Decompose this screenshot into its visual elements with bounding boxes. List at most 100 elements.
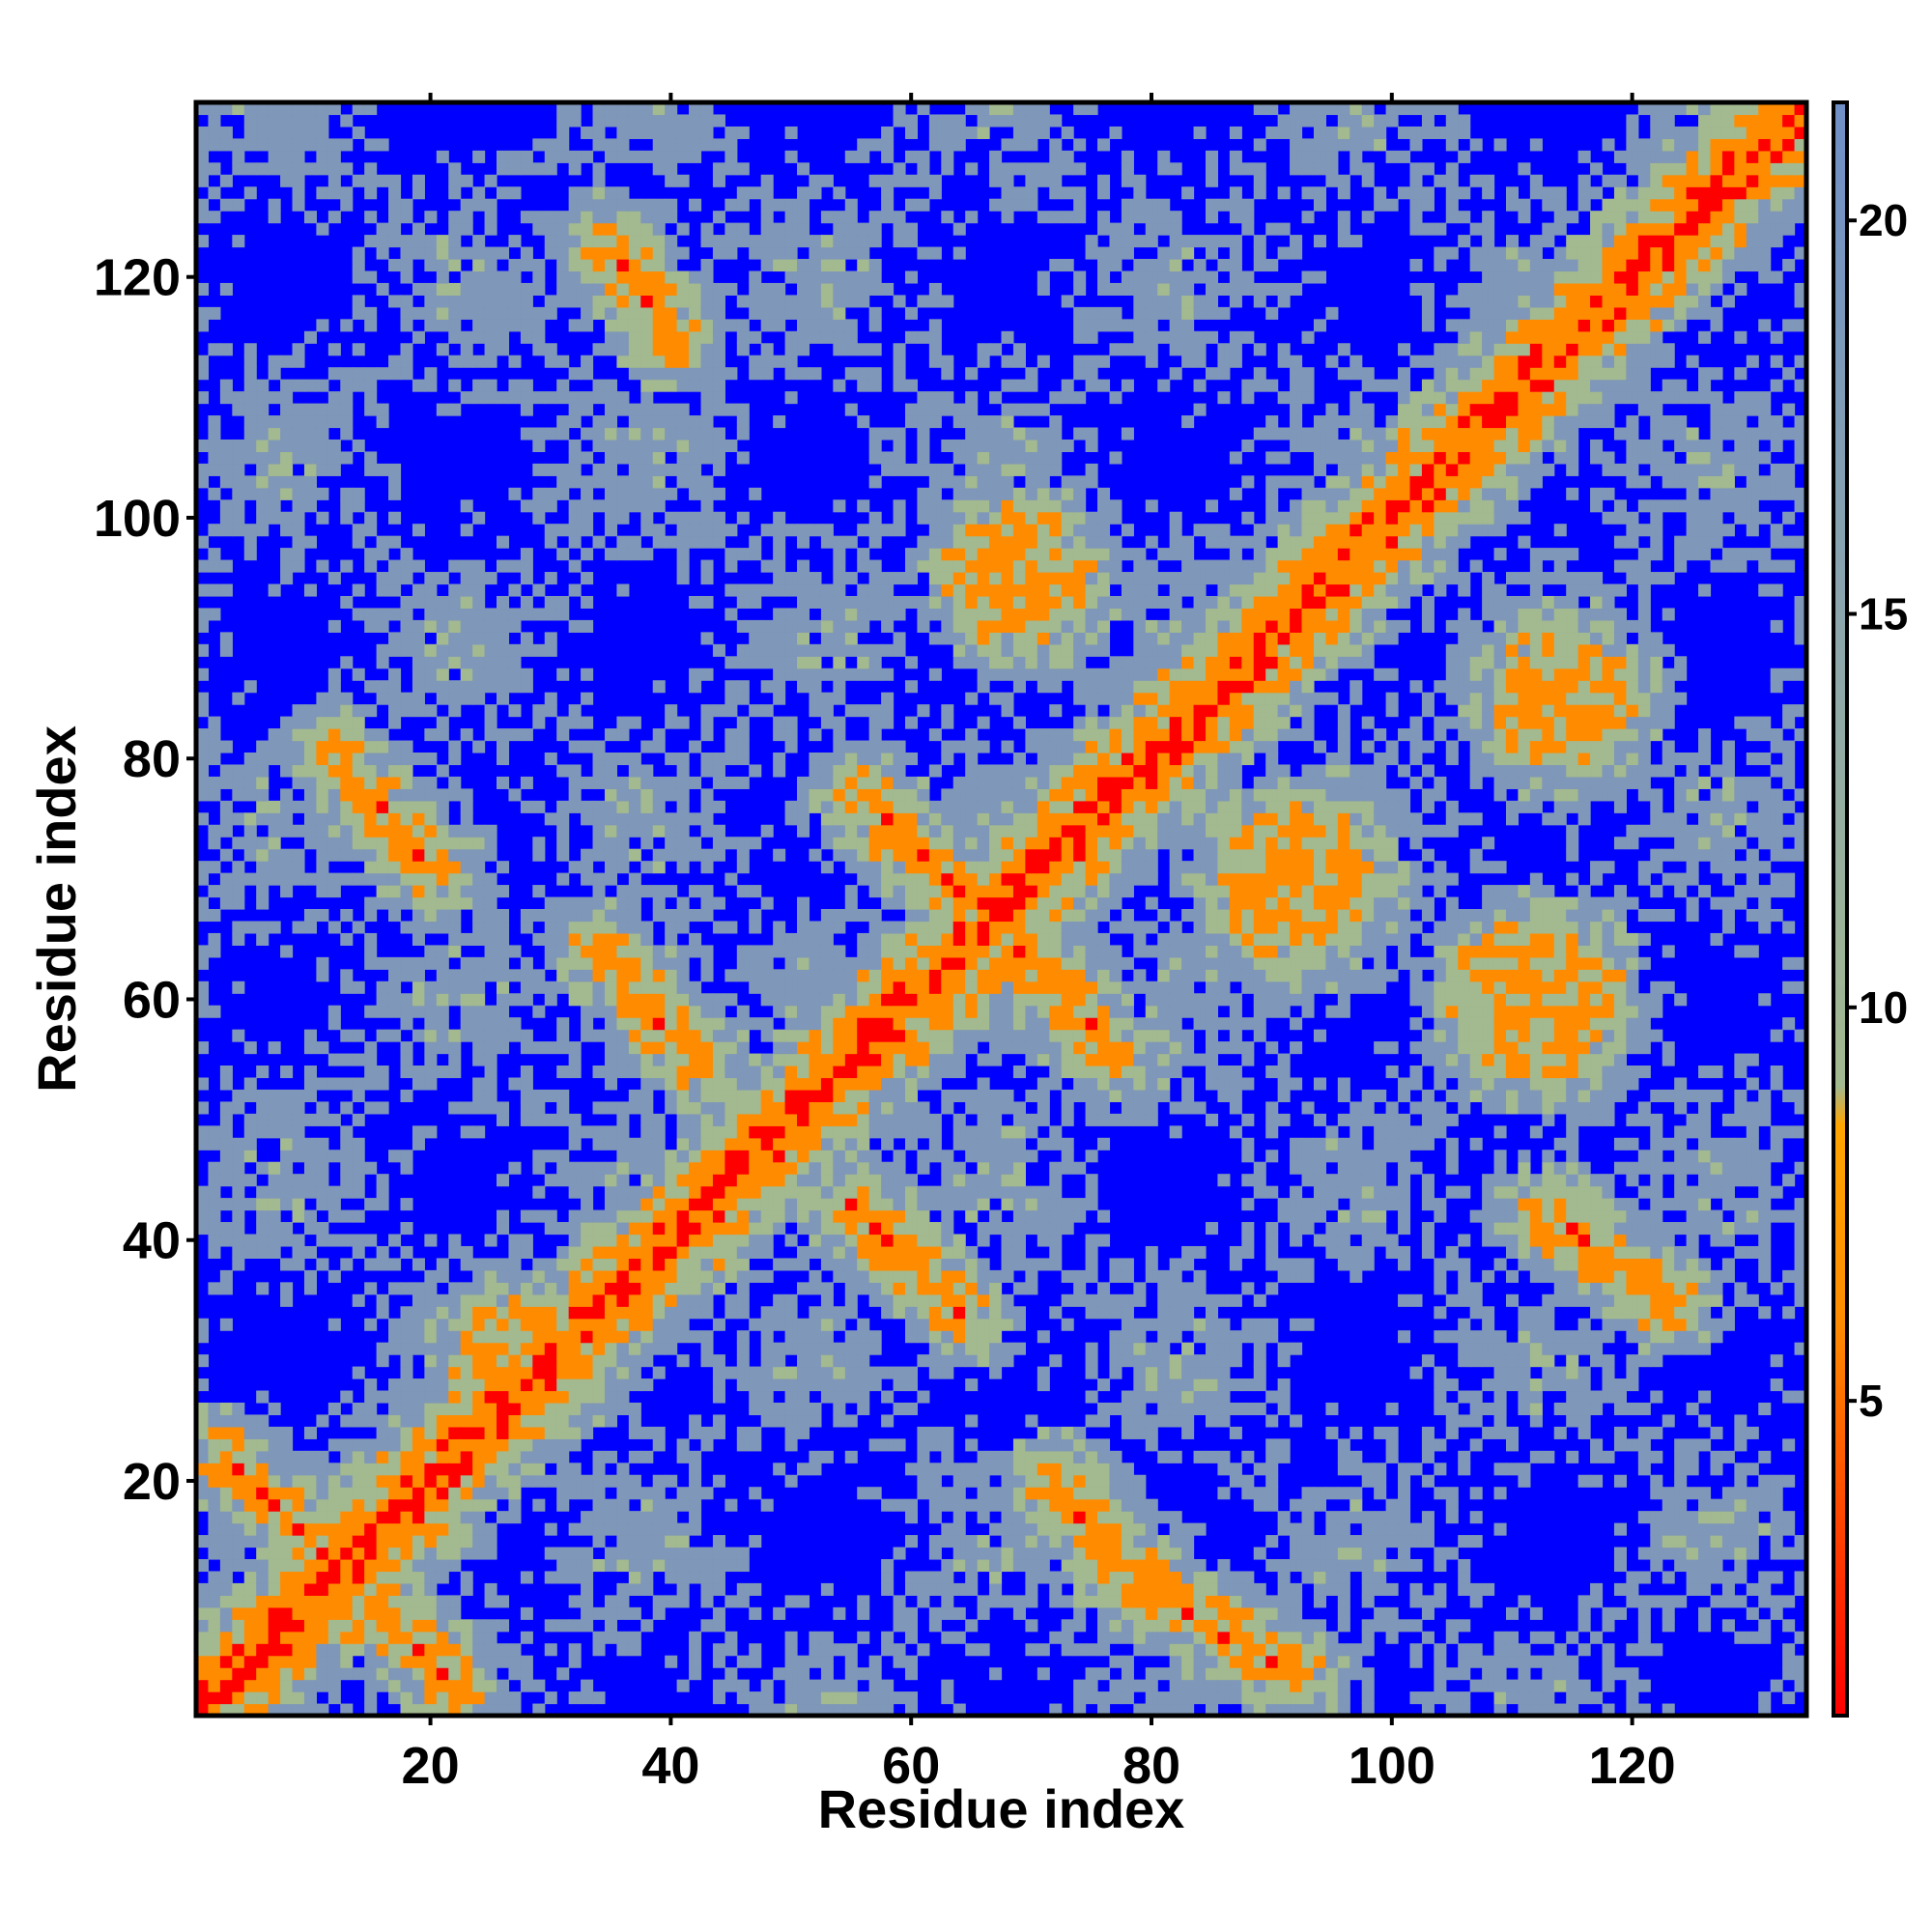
heatmap-cell xyxy=(280,1487,294,1500)
heatmap-cell xyxy=(508,1354,522,1368)
heatmap-cell xyxy=(724,1245,738,1260)
heatmap-cell xyxy=(196,1209,210,1223)
heatmap-cell xyxy=(665,1150,678,1163)
heatmap-cell xyxy=(568,1269,582,1283)
heatmap-cell xyxy=(292,186,305,200)
heatmap-cell xyxy=(388,704,402,718)
heatmap-cell xyxy=(724,1643,738,1657)
heatmap-cell xyxy=(484,872,497,886)
heatmap-cell xyxy=(472,1053,486,1066)
heatmap-cell xyxy=(472,1691,486,1705)
heatmap-cell xyxy=(232,776,245,789)
heatmap-cell xyxy=(472,824,486,838)
heatmap-cell xyxy=(280,174,294,187)
heatmap-cell xyxy=(484,1065,497,1079)
heatmap-cell xyxy=(844,1053,858,1066)
heatmap-cell xyxy=(868,909,882,923)
heatmap-cell xyxy=(364,872,378,886)
heatmap-cell xyxy=(797,1245,810,1260)
heatmap-cell xyxy=(556,1498,570,1512)
heatmap-cell xyxy=(700,764,714,778)
heatmap-cell xyxy=(376,1582,389,1596)
heatmap-cell xyxy=(219,391,233,405)
heatmap-cell xyxy=(893,1053,906,1066)
heatmap-cell xyxy=(520,572,533,585)
heatmap-cell xyxy=(760,174,774,187)
heatmap-cell xyxy=(219,812,233,826)
heatmap-cell xyxy=(412,1077,425,1091)
heatmap-cell xyxy=(268,114,281,128)
heatmap-cell xyxy=(436,1005,449,1018)
heatmap-cell xyxy=(833,282,846,296)
heatmap-cell xyxy=(520,306,533,320)
heatmap-cell xyxy=(352,608,365,621)
heatmap-cell xyxy=(316,1113,329,1126)
heatmap-cell xyxy=(232,1535,245,1548)
heatmap-cell xyxy=(232,511,245,525)
heatmap-cell xyxy=(665,319,678,332)
heatmap-cell xyxy=(544,211,557,224)
heatmap-cell xyxy=(628,114,641,128)
heatmap-cell xyxy=(773,1185,786,1199)
heatmap-cell xyxy=(857,1150,870,1163)
heatmap-cell xyxy=(749,956,762,970)
heatmap-cell xyxy=(460,524,473,537)
heatmap-cell xyxy=(303,872,317,886)
heatmap-cell xyxy=(797,668,810,681)
heatmap-cell xyxy=(881,1643,895,1657)
heatmap-cell xyxy=(893,572,906,585)
heatmap-cell xyxy=(460,270,473,284)
heatmap-cell xyxy=(280,1631,294,1644)
heatmap-cell xyxy=(472,885,486,898)
heatmap-cell xyxy=(712,776,725,789)
heatmap-cell xyxy=(352,1619,365,1633)
heatmap-cell xyxy=(689,932,702,946)
heatmap-cell xyxy=(844,282,858,296)
heatmap-cell xyxy=(749,1438,762,1452)
heatmap-cell xyxy=(616,222,630,236)
heatmap-cell xyxy=(364,1582,378,1596)
heatmap-cell xyxy=(243,1463,257,1476)
heatmap-cell xyxy=(893,1113,906,1126)
heatmap-cell xyxy=(592,499,606,513)
heatmap-cell xyxy=(893,1234,906,1247)
heatmap-cell xyxy=(292,1655,305,1668)
heatmap-cell xyxy=(749,969,762,982)
heatmap-cell xyxy=(232,1089,245,1102)
heatmap-cell xyxy=(316,1150,329,1163)
heatmap-cell xyxy=(749,704,762,718)
heatmap-cell xyxy=(376,1426,389,1439)
heatmap-cell xyxy=(749,643,762,657)
heatmap-cell xyxy=(640,102,654,116)
heatmap-cell xyxy=(857,872,870,886)
heatmap-cell xyxy=(436,837,449,850)
heatmap-cell xyxy=(497,282,510,296)
heatmap-cell xyxy=(292,824,305,838)
heatmap-cell xyxy=(327,788,341,802)
heatmap-cell xyxy=(327,776,341,789)
heatmap-cell xyxy=(352,728,365,742)
heatmap-cell xyxy=(484,1487,497,1500)
heatmap-cell xyxy=(388,211,402,224)
heatmap-cell xyxy=(219,379,233,392)
heatmap-cell xyxy=(412,1414,425,1428)
heatmap-cell xyxy=(581,1318,594,1331)
heatmap-cell xyxy=(736,1558,750,1573)
heatmap-cell xyxy=(340,656,354,669)
heatmap-cell xyxy=(581,222,594,236)
heatmap-cell xyxy=(556,1450,570,1463)
heatmap-cell xyxy=(340,415,354,429)
heatmap-cell xyxy=(868,1089,882,1102)
heatmap-cell xyxy=(952,1498,966,1512)
heatmap-cell xyxy=(712,1643,725,1657)
heatmap-cell xyxy=(857,1595,870,1608)
heatmap-cell xyxy=(484,572,497,585)
heatmap-cell xyxy=(472,1041,486,1055)
heatmap-cell xyxy=(881,932,895,946)
heatmap-cell xyxy=(219,1101,233,1115)
heatmap-cell xyxy=(736,595,750,610)
heatmap-cell xyxy=(665,355,678,368)
heatmap-cell xyxy=(928,1077,942,1091)
heatmap-cell xyxy=(376,548,389,561)
heatmap-cell xyxy=(604,788,618,802)
